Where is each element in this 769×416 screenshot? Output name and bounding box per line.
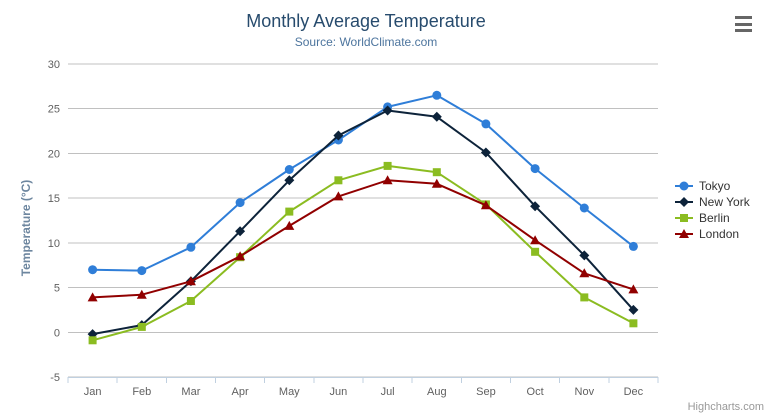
data-point-berlin <box>88 336 97 345</box>
data-point-new-york <box>382 105 393 116</box>
data-point-berlin <box>531 247 540 256</box>
data-point-tokyo <box>284 165 294 174</box>
data-point-london <box>628 284 639 294</box>
legend-label: London <box>699 227 740 241</box>
x-axis-label: Jun <box>330 386 348 398</box>
credits-link[interactable]: Highcharts.com <box>687 401 764 413</box>
data-point-new-york <box>628 304 639 315</box>
data-point-berlin <box>580 293 589 302</box>
y-axis-title: Temperature (°C) <box>19 179 33 277</box>
data-point-berlin <box>334 176 343 185</box>
data-point-berlin <box>186 297 195 305</box>
data-point-tokyo <box>88 265 98 275</box>
y-axis-label: -5 <box>50 372 60 384</box>
legend-item-berlin[interactable]: Berlin <box>674 210 750 226</box>
data-point-tokyo <box>186 242 196 252</box>
data-point-berlin <box>285 207 294 216</box>
data-point-london <box>136 289 147 299</box>
data-point-london <box>333 191 344 201</box>
x-axis-label: Mar <box>181 386 200 398</box>
data-point-london <box>431 178 442 188</box>
y-axis-label: 15 <box>48 193 60 205</box>
legend-label: Berlin <box>699 211 730 225</box>
data-point-london <box>284 220 295 230</box>
data-point-new-york <box>480 147 491 158</box>
series-line-berlin <box>91 164 635 342</box>
x-axis-label: Jul <box>381 386 395 398</box>
data-point-new-york <box>431 111 442 122</box>
x-axis-label: Sep <box>476 386 496 398</box>
data-point-berlin <box>137 322 146 331</box>
legend-marker-diamond-icon <box>675 197 693 207</box>
data-point-london <box>235 251 246 261</box>
data-point-new-york <box>235 226 246 237</box>
legend: Tokyo New York Berlin London <box>674 178 750 242</box>
y-axis-label: 10 <box>48 238 60 250</box>
x-axis-label: May <box>279 386 300 398</box>
y-axis-label: 5 <box>54 283 60 295</box>
data-point-london <box>185 276 196 286</box>
data-point-tokyo <box>235 198 245 208</box>
y-axis-label: 30 <box>48 59 60 71</box>
legend-marker-shape <box>679 197 689 207</box>
x-axis-label: Oct <box>527 386 544 398</box>
y-axis-label: 0 <box>54 327 60 339</box>
x-axis-label: Jan <box>84 386 102 398</box>
data-point-tokyo <box>481 119 491 129</box>
series-line-london <box>91 179 635 299</box>
legend-item-new-york[interactable]: New York <box>674 194 750 210</box>
data-point-new-york <box>333 130 344 141</box>
legend-marker-shape <box>679 229 689 238</box>
y-axis-label: 20 <box>48 148 60 160</box>
data-point-london <box>530 235 541 245</box>
x-axis-label: Nov <box>575 386 595 398</box>
legend-marker-shape <box>679 181 689 191</box>
legend-item-london[interactable]: London <box>674 226 750 242</box>
legend-label: Tokyo <box>699 179 731 193</box>
x-axis-label: Apr <box>232 386 249 398</box>
data-point-tokyo <box>530 164 540 174</box>
legend-marker-square-icon <box>675 214 693 222</box>
legend-marker-circle-icon <box>675 181 693 191</box>
hamburger-menu-icon[interactable] <box>730 16 752 32</box>
legend-item-tokyo[interactable]: Tokyo <box>674 178 750 194</box>
data-point-london <box>579 268 590 278</box>
data-point-berlin <box>629 319 638 328</box>
y-axis-label: 25 <box>48 104 60 116</box>
menu-bar <box>735 16 752 19</box>
series-line-new-york <box>91 109 635 336</box>
data-point-london <box>382 175 393 185</box>
menu-bar <box>735 22 752 26</box>
data-point-london <box>87 292 98 302</box>
data-point-berlin <box>432 168 441 177</box>
data-point-berlin <box>383 161 392 170</box>
series-line-tokyo <box>91 94 635 272</box>
legend-label: New York <box>699 195 750 209</box>
x-axis-label: Dec <box>624 386 644 398</box>
data-point-london <box>480 200 491 210</box>
data-point-tokyo <box>432 90 442 100</box>
legend-marker-shape <box>680 214 688 222</box>
data-point-new-york <box>284 175 295 186</box>
data-point-tokyo <box>628 241 638 251</box>
chart-title: Monthly Average Temperature <box>246 11 486 31</box>
data-point-new-york <box>530 201 541 212</box>
data-point-tokyo <box>137 266 147 276</box>
legend-marker-triangle-icon <box>675 229 693 238</box>
x-axis-label: Feb <box>132 386 151 398</box>
data-point-new-york <box>579 250 590 261</box>
menu-bar <box>735 29 752 32</box>
x-axis-label: Aug <box>427 386 447 398</box>
chart-subtitle: Source: WorldClimate.com <box>294 35 438 49</box>
data-point-tokyo <box>579 203 589 213</box>
